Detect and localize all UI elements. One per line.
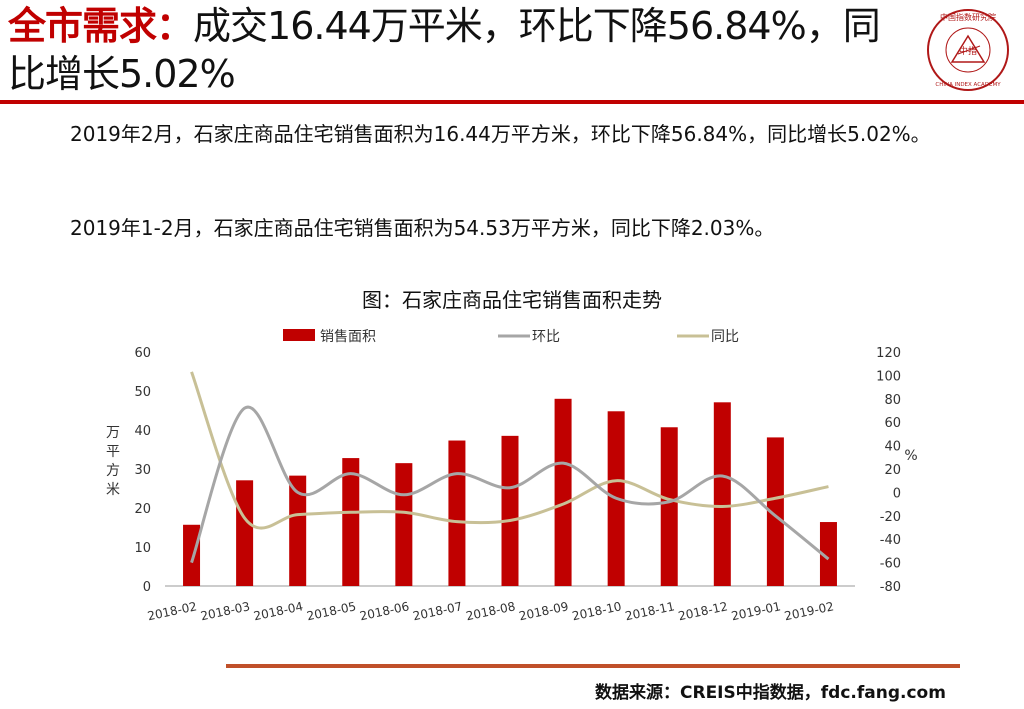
china-index-academy-logo: 中指 中国指数研究院 CHINA INDEX ACADEMY bbox=[927, 9, 1009, 91]
data-source: 数据来源：CREIS中指数据，fdc.fang.com bbox=[595, 683, 946, 703]
y-tick-label: 30 bbox=[134, 463, 151, 478]
x-tick-label: 2018-10 bbox=[571, 599, 623, 623]
y-tick-label: 10 bbox=[134, 541, 151, 556]
y2-tick-label: -20 bbox=[880, 510, 901, 525]
logo-center-text: 中指 bbox=[959, 45, 977, 57]
bar bbox=[342, 458, 360, 586]
title-divider bbox=[0, 100, 1024, 104]
page-title: 全市需求：成交16.44万平米，环比下降56.84%，同比增长5.02% bbox=[8, 2, 908, 98]
y2-tick-label: 0 bbox=[893, 486, 901, 501]
x-tick-label: 2019-02 bbox=[783, 599, 835, 623]
legend-label-mom: 环比 bbox=[532, 329, 560, 345]
y-tick-label: 40 bbox=[134, 424, 151, 439]
y2-tick-label: 100 bbox=[876, 369, 901, 384]
bar bbox=[766, 437, 784, 586]
y-axis-label-char: 万 bbox=[106, 425, 120, 441]
y2-tick-label: 60 bbox=[884, 416, 901, 431]
mom-line bbox=[190, 405, 830, 564]
x-tick-label: 2018-03 bbox=[199, 599, 251, 623]
x-tick-label: 2018-12 bbox=[677, 599, 729, 623]
y-tick-label: 50 bbox=[134, 385, 151, 400]
title-highlight: 全市需求： bbox=[8, 4, 194, 48]
bar bbox=[660, 427, 678, 586]
logo-bottom-text: CHINA INDEX ACADEMY bbox=[935, 82, 1001, 88]
y2-tick-label: 40 bbox=[884, 440, 901, 455]
bar bbox=[448, 440, 466, 586]
bar bbox=[713, 402, 731, 586]
yoy-line bbox=[190, 371, 829, 530]
bar bbox=[501, 435, 519, 586]
y2-tick-label: -80 bbox=[880, 580, 901, 595]
y2-tick-label: -40 bbox=[880, 533, 901, 548]
summary-paragraph-2: 2019年1-2月，石家庄商品住宅销售面积为54.53万平方米，同比下降2.03… bbox=[70, 216, 775, 240]
x-tick-label: 2018-05 bbox=[305, 599, 357, 623]
y2-tick-label: 120 bbox=[876, 346, 901, 361]
legend-label-area: 销售面积 bbox=[320, 329, 376, 345]
x-tick-label: 2019-01 bbox=[730, 599, 782, 623]
chart-title: 图：石家庄商品住宅销售面积走势 bbox=[362, 288, 662, 312]
y2-tick-label: -60 bbox=[880, 557, 901, 572]
x-tick-label: 2018-11 bbox=[624, 599, 676, 623]
summary-paragraph-1: 2019年2月，石家庄商品住宅销售面积为16.44万平方米，环比下降56.84%… bbox=[70, 122, 931, 146]
x-tick-label: 2018-09 bbox=[518, 599, 570, 623]
logo-top-text: 中国指数研究院 bbox=[940, 12, 996, 22]
y2-tick-label: 80 bbox=[884, 393, 901, 408]
bar bbox=[183, 524, 201, 586]
bar bbox=[395, 463, 413, 586]
legend-label-yoy: 同比 bbox=[711, 329, 739, 345]
y-tick-label: 60 bbox=[134, 346, 151, 361]
x-tick-label: 2018-08 bbox=[465, 599, 517, 623]
sales-area-chart: 0 10 20 30 40 50 60 -80 -60 -40 -20 0 20 40 60 80 100 120… bbox=[106, 329, 918, 623]
title-rest: 成交16.44万平米，环比下降56.84%，同比增长5.02% bbox=[8, 4, 881, 96]
x-tick-label: 2018-04 bbox=[252, 599, 304, 623]
bar bbox=[819, 522, 837, 586]
y-axis-label-char: 米 bbox=[106, 482, 120, 498]
bar bbox=[236, 480, 254, 586]
x-tick-label: 2018-07 bbox=[412, 599, 464, 623]
bar bbox=[554, 398, 572, 586]
x-tick-label: 2018-06 bbox=[359, 599, 411, 623]
y2-axis-label: % bbox=[904, 448, 917, 464]
y-tick-label: 20 bbox=[134, 502, 151, 517]
bar bbox=[289, 475, 307, 586]
y2-tick-label: 20 bbox=[884, 463, 901, 478]
footer-divider bbox=[226, 664, 960, 668]
x-tick-label: 2018-02 bbox=[146, 599, 198, 623]
y-axis-label-char: 方 bbox=[106, 463, 120, 479]
legend-swatch-area bbox=[283, 329, 315, 341]
y-axis-label-char: 平 bbox=[106, 444, 120, 460]
y-tick-label: 0 bbox=[143, 580, 151, 595]
